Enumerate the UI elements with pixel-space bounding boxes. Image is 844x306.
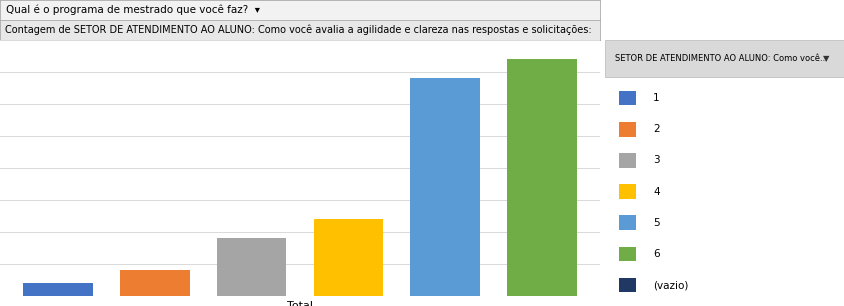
Text: SETOR DE ATENDIMENTO AO ALUNO: Como você...: SETOR DE ATENDIMENTO AO ALUNO: Como você… bbox=[614, 54, 826, 63]
Text: 2: 2 bbox=[652, 124, 659, 134]
Bar bbox=[619, 184, 636, 199]
Bar bbox=[619, 215, 636, 230]
Text: 4: 4 bbox=[652, 187, 659, 197]
Bar bbox=[619, 247, 636, 261]
Text: ▼: ▼ bbox=[821, 54, 828, 63]
Text: 6: 6 bbox=[652, 249, 659, 259]
Text: 3: 3 bbox=[652, 155, 659, 166]
Bar bbox=[619, 153, 636, 168]
Bar bbox=[23, 283, 93, 296]
Bar bbox=[313, 219, 383, 296]
Bar bbox=[619, 91, 636, 106]
Bar bbox=[604, 40, 844, 77]
Text: Contagem de SETOR DE ATENDIMENTO AO ALUNO: Como você avalia a agilidade e clarez: Contagem de SETOR DE ATENDIMENTO AO ALUN… bbox=[5, 25, 591, 35]
Text: 1: 1 bbox=[652, 93, 659, 103]
Bar bbox=[506, 59, 576, 296]
Bar bbox=[619, 122, 636, 136]
Bar bbox=[410, 78, 479, 296]
Bar bbox=[619, 278, 636, 293]
Bar bbox=[120, 271, 189, 296]
Bar bbox=[217, 238, 286, 296]
Text: Qual é o programa de mestrado que você faz?  ▾: Qual é o programa de mestrado que você f… bbox=[6, 5, 260, 15]
Text: 5: 5 bbox=[652, 218, 659, 228]
Text: (vazio): (vazio) bbox=[652, 280, 688, 290]
